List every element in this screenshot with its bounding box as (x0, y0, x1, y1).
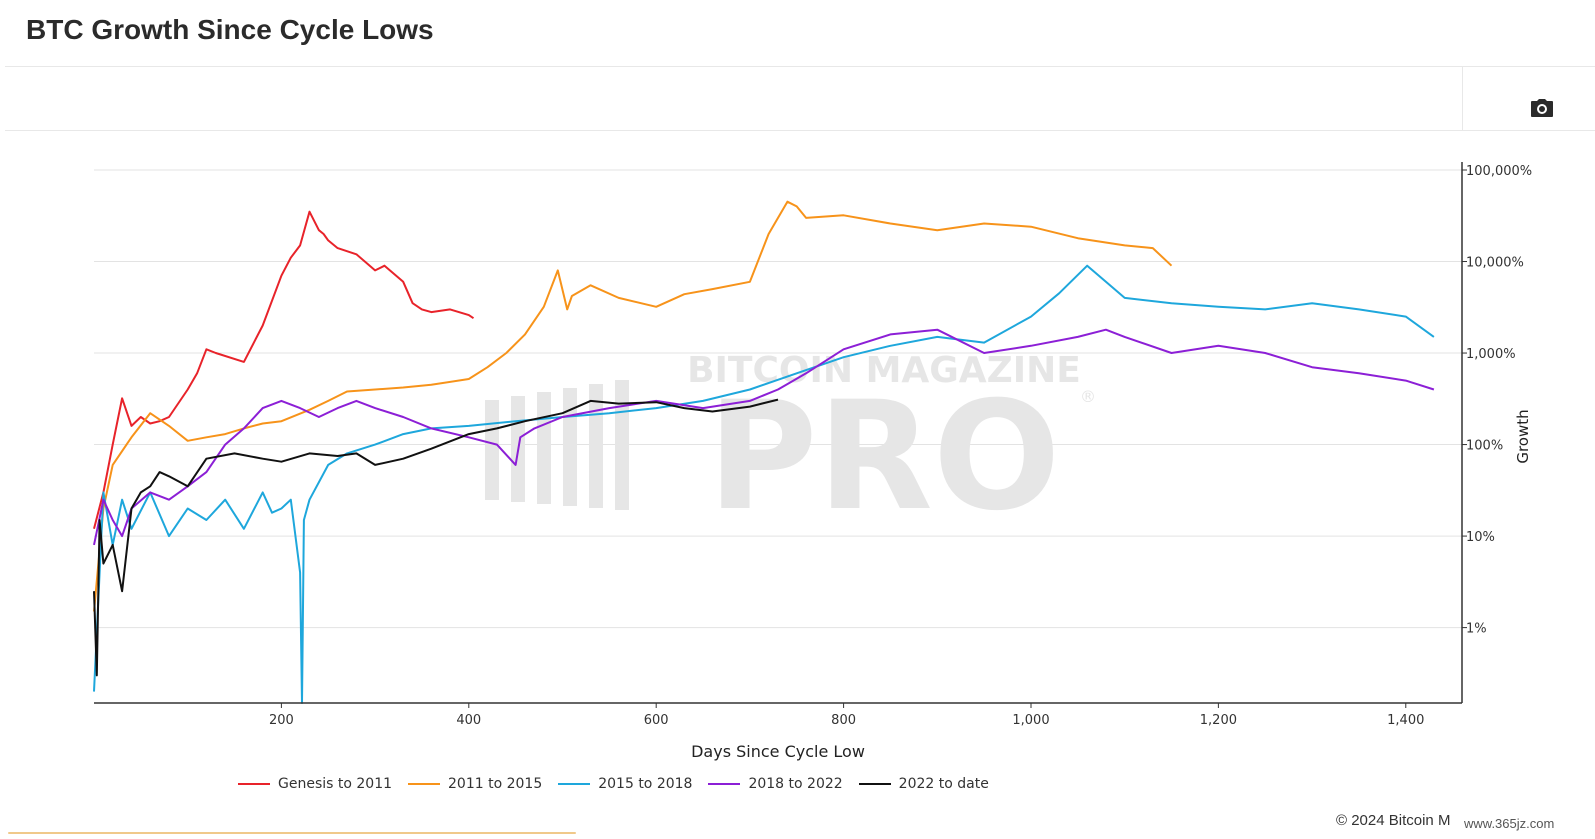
x-tick-label: 400 (456, 713, 481, 728)
y-tick-label: 10% (1466, 530, 1495, 545)
x-tick-label: 600 (644, 713, 669, 728)
series-line (93, 398, 779, 677)
toolbar-separator (1462, 66, 1463, 130)
y-tick-label: 1% (1466, 622, 1487, 637)
watermark-line2: PRO (708, 370, 1061, 544)
bottom-accent-line (8, 832, 576, 834)
x-tick-label: 1,200 (1200, 713, 1237, 728)
footer-copyright: © 2024 Bitcoin M (1336, 812, 1451, 829)
legend-label: Genesis to 2011 (278, 776, 393, 792)
x-axis-title: Days Since Cycle Low (691, 742, 865, 761)
watermark-logo-bar (537, 392, 551, 504)
chart-gridlines (94, 169, 1462, 629)
series-line (93, 264, 1435, 704)
y-axis-title: Growth (1514, 409, 1532, 463)
legend-swatch (558, 783, 591, 785)
watermark-logo-bar (615, 380, 629, 510)
chart-axes: 1% 10% 100% 1,000% 10,000% 100,000% 200 400 600 8… (94, 162, 1532, 728)
x-tick-label: 1,000 (1012, 713, 1049, 728)
footer-watermark: www.365jz.com (1464, 816, 1555, 831)
page-title: BTC Growth Since Cycle Lows (26, 14, 434, 45)
y-tick-label: 100% (1466, 439, 1503, 454)
y-tick-label: 100,000% (1466, 164, 1532, 179)
x-tick-label: 800 (831, 713, 856, 728)
legend-label: 2011 to 2015 (448, 776, 543, 792)
legend-swatch (238, 783, 270, 785)
chart-legend: Genesis to 2011 2011 to 2015 2015 to 2018 2… (238, 776, 989, 792)
y-tick-label: 10,000% (1466, 256, 1524, 271)
legend-label: 2022 to date (898, 776, 989, 792)
legend-swatch (708, 783, 741, 785)
legend-swatch (408, 783, 441, 785)
series-line (93, 210, 475, 530)
legend-label: 2015 to 2018 (598, 776, 693, 792)
watermark-logo-bar (563, 388, 577, 506)
legend-item[interactable]: 2018 to 2022 (708, 776, 843, 792)
chart-series (93, 200, 1435, 704)
legend-item[interactable]: 2015 to 2018 (558, 776, 692, 792)
chart-watermark: BITCOIN MAGAZINE PRO ® (485, 350, 1096, 544)
camera-icon[interactable] (1530, 98, 1554, 118)
legend-swatch (858, 783, 891, 785)
x-tick-label: 1,400 (1387, 713, 1424, 728)
watermark-registered: ® (1080, 387, 1096, 406)
toolbar-divider (5, 130, 1595, 131)
x-tick-label: 200 (269, 713, 294, 728)
y-tick-label: 1,000% (1466, 347, 1516, 362)
legend-item[interactable]: Genesis to 2011 (238, 776, 392, 792)
watermark-logo-bar (485, 400, 499, 500)
series-line (93, 200, 1173, 612)
legend-item[interactable]: 2011 to 2015 (408, 776, 542, 792)
legend-item[interactable]: 2022 to date (858, 776, 989, 792)
legend-label: 2018 to 2022 (748, 776, 843, 792)
watermark-line1: BITCOIN MAGAZINE (687, 350, 1081, 391)
header-divider (5, 66, 1595, 67)
chart-area: BITCOIN MAGAZINE PRO ® 1% 10% 100% 1,000% 10… (93, 162, 1532, 761)
series-line (93, 328, 1435, 546)
